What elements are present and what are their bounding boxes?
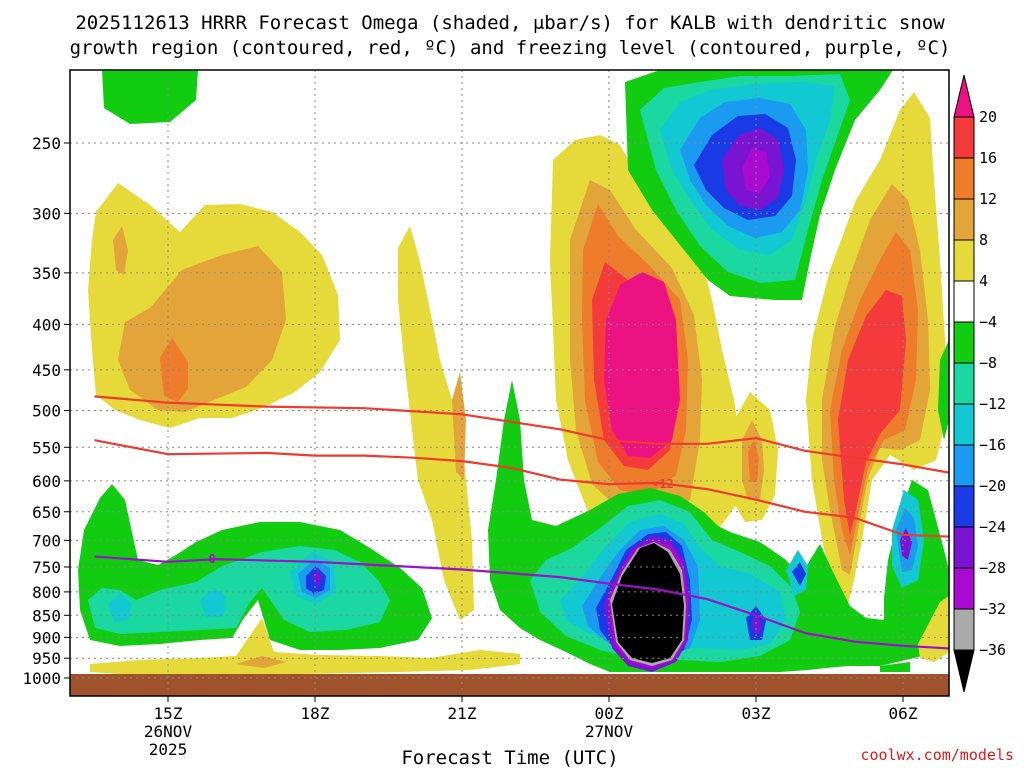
omega-area-darkpurple-upperright (742, 148, 770, 194)
omega-area-purple-03z (752, 614, 762, 636)
x-tick-label: 21Z (448, 704, 477, 723)
colorbar-bin (953, 321, 975, 364)
colorbar-bin (953, 116, 975, 159)
omega-area-green-right-edge (938, 340, 949, 440)
y-tick-label: 500 (32, 402, 61, 421)
chart-title-line2: growth region (contoured, red, ºC) and f… (70, 37, 951, 59)
x-tick-label: 15Z (154, 704, 183, 723)
omega-area-magenta-center (604, 272, 680, 458)
omega-area-black-core (612, 543, 684, 663)
y-tick-label: 400 (32, 315, 61, 334)
y-tick-label: 350 (32, 264, 61, 283)
omega-area-orange-left (118, 246, 286, 412)
omega-area-orange-midcolumn (452, 372, 466, 480)
colorbar-bin (953, 403, 975, 446)
y-tick-label: 600 (32, 472, 61, 491)
y-tick-label: 900 (32, 628, 61, 647)
colorbar-label: −32 (979, 600, 1006, 618)
y-tick-label: 950 (32, 649, 61, 668)
omega-area-yellow-midcolumn (398, 226, 474, 620)
contour-label: -12 (652, 477, 674, 491)
omega-area-blue-0330z (792, 562, 806, 586)
y-tick-label: 700 (32, 531, 61, 550)
x-tick-label: 03Z (742, 704, 771, 723)
y-tick-label: 800 (32, 583, 61, 602)
y-tick-label: 300 (32, 204, 61, 223)
omega-area-orange-surface (236, 656, 286, 668)
colorbar-bin (953, 485, 975, 528)
omega-area-yellow-surface (90, 618, 520, 674)
y-tick-label: 250 (32, 134, 61, 153)
x-axis-label: Forecast Time (UTC) (401, 747, 618, 768)
omega-area-red-right (838, 290, 906, 535)
colorbar-label: −8 (979, 354, 997, 372)
credit-text: coolwx.com/models (860, 746, 1014, 764)
colorbar-bin (953, 280, 975, 323)
y-axis: 250 300 350 400 450 500 550 600 650 700 750 800 850 9… (22, 134, 70, 688)
colorbar: 20 16 12 8 4 −4 −8 −12 −16 −20 −24 −28 −32 −36 (953, 74, 1006, 693)
colorbar-label: 16 (979, 149, 997, 167)
colorbar-bin (953, 362, 975, 405)
omega-area-yellow-right-surface (918, 596, 949, 662)
colorbar-label: 20 (979, 108, 997, 126)
colorbar-bin (953, 157, 975, 200)
y-tick-label: 750 (32, 558, 61, 577)
omega-area-orange-left-small (113, 226, 128, 275)
omega-area-darkorange-03z (748, 440, 759, 482)
colorbar-label: −16 (979, 436, 1006, 454)
x-tick-date: 27NOV (585, 722, 634, 741)
colorbar-bin (953, 526, 975, 569)
x-tick-label: 18Z (301, 704, 330, 723)
colorbar-bin (953, 444, 975, 487)
x-tick-label: 06Z (889, 704, 918, 723)
x-tick-date: 26NOV (144, 722, 193, 741)
colorbar-bin (953, 608, 975, 651)
y-tick-label: 850 (32, 606, 61, 625)
omega-area-cyan-lower-mid (200, 588, 226, 618)
colorbar-label: −24 (979, 518, 1006, 536)
y-tick-label: 450 (32, 361, 61, 380)
colorbar-label: −28 (979, 559, 1006, 577)
contour-line-0 (94, 395, 949, 474)
ground-layer (70, 674, 949, 696)
colorbar-label: 12 (979, 190, 997, 208)
y-tick-label: 550 (32, 438, 61, 457)
colorbar-label: −36 (979, 641, 1006, 659)
colorbar-bin (953, 198, 975, 241)
plot-frame (69, 69, 950, 697)
colorbar-label: −4 (979, 313, 997, 331)
contour-label: 0 (208, 552, 215, 566)
y-tick-label: 650 (32, 503, 61, 522)
omega-area-green-topleft (102, 70, 198, 124)
colorbar-label: −20 (979, 477, 1006, 495)
colorbar-bin (953, 567, 975, 610)
colorbar-label: 4 (979, 272, 988, 290)
colorbar-bin (953, 239, 975, 282)
colorbar-label: 8 (979, 231, 988, 249)
contour-lines: -12 0 (94, 395, 949, 650)
y-tick-label: 1000 (22, 669, 61, 688)
contour-line-2 (94, 555, 949, 650)
chart-title-line1: 2025112613 HRRR Forecast Omega (shaded, … (75, 12, 945, 34)
colorbar-min-arrow (953, 649, 975, 693)
colorbar-label: −12 (979, 395, 1006, 413)
x-tick-label: 00Z (595, 704, 624, 723)
grid-lines (70, 70, 949, 696)
colorbar-max-arrow (953, 74, 975, 118)
contour-line-1 (94, 439, 949, 538)
x-tick-year: 2025 (149, 740, 188, 759)
